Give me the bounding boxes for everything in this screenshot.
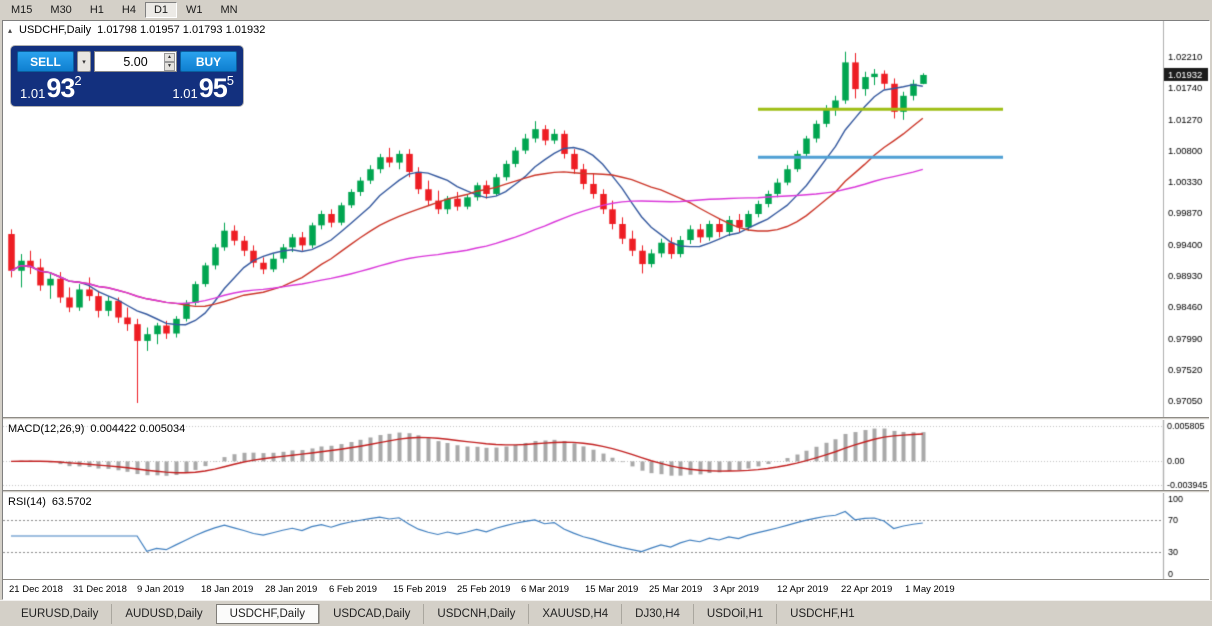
date-label: 22 Apr 2019: [841, 584, 893, 595]
date-label: 25 Mar 2019: [649, 584, 703, 595]
pane-divider[interactable]: [3, 490, 1209, 493]
macd-label: MACD(12,26,9) 0.004422 0.005034: [8, 423, 185, 435]
macd-values: 0.004422 0.005034: [90, 423, 186, 435]
one-click-collapse-icon[interactable]: ▴: [8, 25, 13, 35]
timeframe-m15[interactable]: M15: [11, 4, 33, 16]
date-label: 28 Jan 2019: [265, 584, 318, 595]
order-type-dropdown[interactable]: ▾: [77, 51, 91, 72]
buy-price-pip: 5: [226, 73, 234, 88]
sell-button[interactable]: SELL: [17, 51, 74, 72]
timeframe-h1[interactable]: H1: [89, 4, 104, 16]
volume-down-button[interactable]: ▼: [164, 62, 175, 71]
sell-price-prefix: 1.01: [20, 86, 46, 101]
date-label: 3 Apr 2019: [713, 584, 759, 595]
timeframe-toolbar: M15 M30 H1 H4 D1 W1 MN: [0, 0, 1212, 20]
date-label: 6 Mar 2019: [521, 584, 570, 595]
rsi-name: RSI(14): [8, 496, 46, 508]
sell-price-main: 93: [46, 73, 75, 103]
tab-usdcnh-daily[interactable]: USDCNH,Daily: [423, 603, 528, 624]
date-label: 9 Jan 2019: [137, 584, 185, 595]
date-label: 15 Feb 2019: [393, 584, 447, 595]
pane-divider[interactable]: [3, 417, 1209, 420]
chart-title: ▴ USDCHF,Daily 1.01798 1.01957 1.01793 1…: [8, 24, 265, 36]
tab-usdoil-h1[interactable]: USDOil,H1: [692, 603, 776, 624]
one-click-controls-row: SELL ▾ 5.00 ▲ ▼ BUY: [17, 51, 237, 72]
tab-usdcad-daily[interactable]: USDCAD,Daily: [319, 603, 423, 624]
one-click-prices-row: 1.01 93 2 1.01 95 5: [17, 72, 237, 102]
tab-xauusd-h4[interactable]: XAUUSD,H4: [528, 603, 621, 624]
volume-input[interactable]: 5.00 ▲ ▼: [94, 51, 177, 72]
buy-button[interactable]: BUY: [180, 51, 237, 72]
tab-dj30-h4[interactable]: DJ30,H4: [621, 603, 693, 624]
macd-pane: MACD(12,26,9) 0.004422 0.005034: [3, 420, 1209, 490]
volume-up-button[interactable]: ▲: [164, 53, 175, 62]
one-click-trading-panel: SELL ▾ 5.00 ▲ ▼ BUY 1.01 93 2: [11, 46, 243, 106]
date-label: 31 Dec 2018: [73, 584, 127, 595]
timeframe-m30[interactable]: M30: [50, 4, 72, 16]
date-label: 25 Feb 2019: [457, 584, 511, 595]
rsi-label: RSI(14) 63.5702: [8, 496, 92, 508]
timeframe-d1[interactable]: D1: [144, 2, 177, 18]
timeframe-h4[interactable]: H4: [121, 4, 136, 16]
price-chart-pane: ▴ USDCHF,Daily 1.01798 1.01957 1.01793 1…: [3, 21, 1209, 417]
time-axis[interactable]: 21 Dec 2018 31 Dec 2018 9 Jan 2019 18 Jan 2…: [3, 579, 1209, 599]
tab-usdchf-h1[interactable]: USDCHF,H1: [776, 603, 868, 624]
buy-price-display[interactable]: 1.01 95 5: [172, 73, 234, 103]
chart-symbol-label: USDCHF,Daily: [19, 24, 92, 36]
macd-canvas[interactable]: [3, 420, 1209, 490]
timeframe-mn[interactable]: MN: [220, 4, 238, 16]
date-label: 1 May 2019: [905, 584, 955, 595]
chart-tabs-bar: EURUSD,Daily AUDUSD,Daily USDCHF,Daily USDC…: [0, 600, 1212, 626]
volume-spinner: ▲ ▼: [164, 53, 175, 71]
date-label: 15 Mar 2019: [585, 584, 639, 595]
date-label: 12 Apr 2019: [777, 584, 829, 595]
rsi-value: 63.5702: [51, 496, 92, 508]
date-label: 18 Jan 2019: [201, 584, 254, 595]
tab-usdchf-daily[interactable]: USDCHF,Daily: [215, 603, 320, 624]
chart-window: ▴ USDCHF,Daily 1.01798 1.01957 1.01793 1…: [2, 20, 1210, 600]
sell-price-pip: 2: [74, 73, 82, 88]
rsi-canvas[interactable]: [3, 493, 1209, 579]
chart-ohlc-label: 1.01798 1.01957 1.01793 1.01932: [97, 24, 266, 36]
sell-price-display[interactable]: 1.01 93 2: [20, 73, 82, 103]
macd-name: MACD(12,26,9): [8, 423, 85, 435]
chevron-down-icon: ▾: [82, 58, 86, 66]
timeframe-w1[interactable]: W1: [186, 4, 203, 16]
tab-audusd-daily[interactable]: AUDUSD,Daily: [111, 603, 215, 624]
buy-price-prefix: 1.01: [172, 86, 198, 101]
rsi-pane: RSI(14) 63.5702: [3, 493, 1209, 579]
date-label: 21 Dec 2018: [9, 584, 63, 595]
date-label: 6 Feb 2019: [329, 584, 378, 595]
buy-price-main: 95: [198, 73, 228, 103]
volume-value: 5.00: [123, 54, 148, 69]
tab-eurusd-daily[interactable]: EURUSD,Daily: [21, 607, 99, 620]
